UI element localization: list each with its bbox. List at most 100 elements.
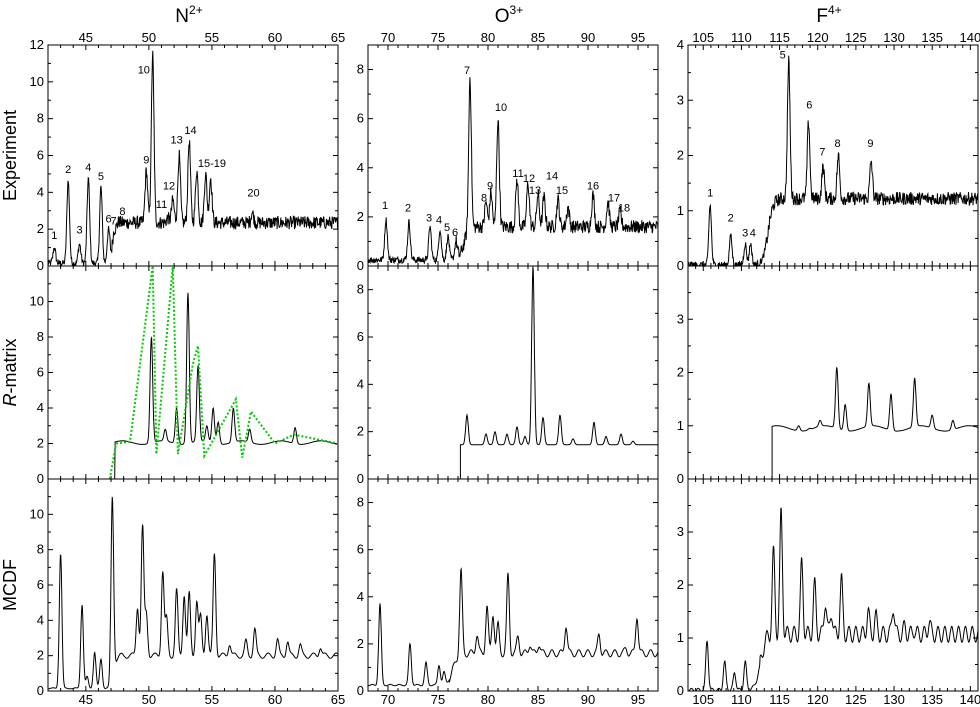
y-tick-label: 3 (677, 92, 684, 107)
peak-label: 4 (750, 227, 756, 239)
ion-symbol: O (495, 6, 510, 27)
peak-label: 9 (867, 138, 873, 150)
peak-label: 13 (170, 134, 182, 146)
spectrum-curve (47, 50, 339, 268)
panel-frame (367, 265, 659, 480)
y-tick-label: 8 (37, 111, 44, 126)
y-tick-label: 6 (37, 148, 44, 163)
panel-frame (687, 265, 979, 480)
bottom-x-tick-label: 70 (381, 692, 395, 707)
y-tick-label: 2 (37, 436, 44, 451)
y-tick-label: 0 (37, 683, 44, 698)
y-tick-label: 6 (357, 329, 364, 344)
bottom-x-tick-label: 50 (142, 692, 156, 707)
panel-frame (687, 478, 979, 692)
peak-label: 10 (495, 102, 507, 114)
y-tick-label: 8 (357, 282, 364, 297)
panel-F-1: 0 1 2 3 (677, 265, 979, 486)
top-x-tick-label: 90 (581, 30, 595, 45)
peak-label: 12 (523, 173, 535, 185)
peak-label: 7 (819, 146, 825, 158)
ion-symbol: F (816, 6, 828, 27)
peak-label: 1 (707, 188, 713, 200)
peak-label: 9 (487, 180, 493, 192)
peak-label: 4 (85, 162, 91, 174)
top-x-tick-label: 65 (331, 30, 345, 45)
peak-label: 14 (546, 171, 558, 183)
peak-label: 6 (452, 227, 458, 239)
y-tick-label: 6 (37, 577, 44, 592)
peak-label: 8 (835, 138, 841, 150)
y-tick-label: 4 (37, 184, 44, 199)
top-x-tick-label: 75 (431, 30, 445, 45)
top-x-tick-label: 135 (921, 30, 943, 45)
peak-label: 5 (444, 222, 450, 234)
y-tick-label: 3 (677, 524, 684, 539)
peak-label: 4 (436, 215, 442, 227)
bottom-x-tick-label: 75 (431, 692, 445, 707)
y-tick-label: 4 (677, 37, 684, 52)
peak-label: 3 (76, 225, 82, 237)
top-x-tick-label: 85 (531, 30, 545, 45)
row-label: Experiment (0, 110, 20, 201)
top-x-tick-label: 80 (481, 30, 495, 45)
peak-label: 5 (98, 171, 104, 183)
bottom-x-tick-label: 120 (807, 692, 829, 707)
panel-F-2: 0 1 2 3 (677, 478, 979, 698)
y-tick-label: 10 (30, 74, 44, 89)
spectrum-curve (47, 496, 339, 690)
top-x-tick-label: 60 (268, 30, 282, 45)
panel-N-2: 0 2 4 6 8 10 (30, 478, 339, 698)
y-tick-label: 2 (357, 209, 364, 224)
y-tick-label: 1 (677, 203, 684, 218)
top-x-tick-label: 55 (205, 30, 219, 45)
panel-frame (47, 44, 339, 267)
top-x-tick-label: 120 (807, 30, 829, 45)
peak-label: 2 (405, 202, 411, 214)
bottom-x-tick-label: 130 (883, 692, 905, 707)
y-tick-label: 6 (357, 111, 364, 126)
panel-N-1: 0 2 4 6 8 10 (30, 265, 339, 486)
ion-charge: 4+ (828, 3, 842, 17)
peak-label: 2 (65, 164, 71, 176)
peak-label: 9 (143, 155, 149, 167)
spectrum-curve (687, 55, 979, 268)
peak-label: 6 (806, 99, 812, 111)
column-title: F4+ (816, 3, 841, 27)
y-tick-label: 0 (357, 258, 364, 273)
y-tick-label: 2 (37, 648, 44, 663)
y-tick-label: 8 (357, 495, 364, 510)
y-tick-label: 0 (37, 258, 44, 273)
peak-label: 7 (464, 65, 470, 77)
bottom-x-tick-label: 140 (960, 692, 980, 707)
bottom-x-tick-label: 60 (268, 692, 282, 707)
top-x-tick-label: 115 (769, 30, 790, 45)
peak-label: 11 (156, 199, 167, 211)
peak-label: 17 (608, 193, 620, 205)
y-tick-label: 0 (357, 683, 364, 698)
bottom-x-tick-label: 95 (631, 692, 645, 707)
row-label: R-matrix (0, 339, 20, 407)
y-tick-label: 4 (357, 160, 364, 175)
spectrum-curve (367, 77, 659, 265)
y-tick-label: 0 (677, 258, 684, 273)
y-tick-label: 4 (357, 376, 364, 391)
y-tick-label: 8 (37, 329, 44, 344)
peak-label: 15 (556, 185, 568, 197)
bottom-x-tick-label: 80 (481, 692, 495, 707)
y-tick-label: 8 (357, 62, 364, 77)
y-tick-label: 2 (357, 424, 364, 439)
y-tick-label: 1 (677, 418, 684, 433)
bottom-x-tick-label: 105 (692, 692, 714, 707)
peak-label: 8 (119, 206, 125, 218)
bottom-x-tick-label: 115 (769, 692, 790, 707)
panel-frame (367, 478, 659, 692)
peak-label: 3 (742, 227, 748, 239)
bottom-x-tick-label: 110 (731, 692, 752, 707)
y-tick-label: 6 (37, 365, 44, 380)
y-tick-label: 4 (37, 612, 44, 627)
y-tick-label: 6 (357, 542, 364, 557)
